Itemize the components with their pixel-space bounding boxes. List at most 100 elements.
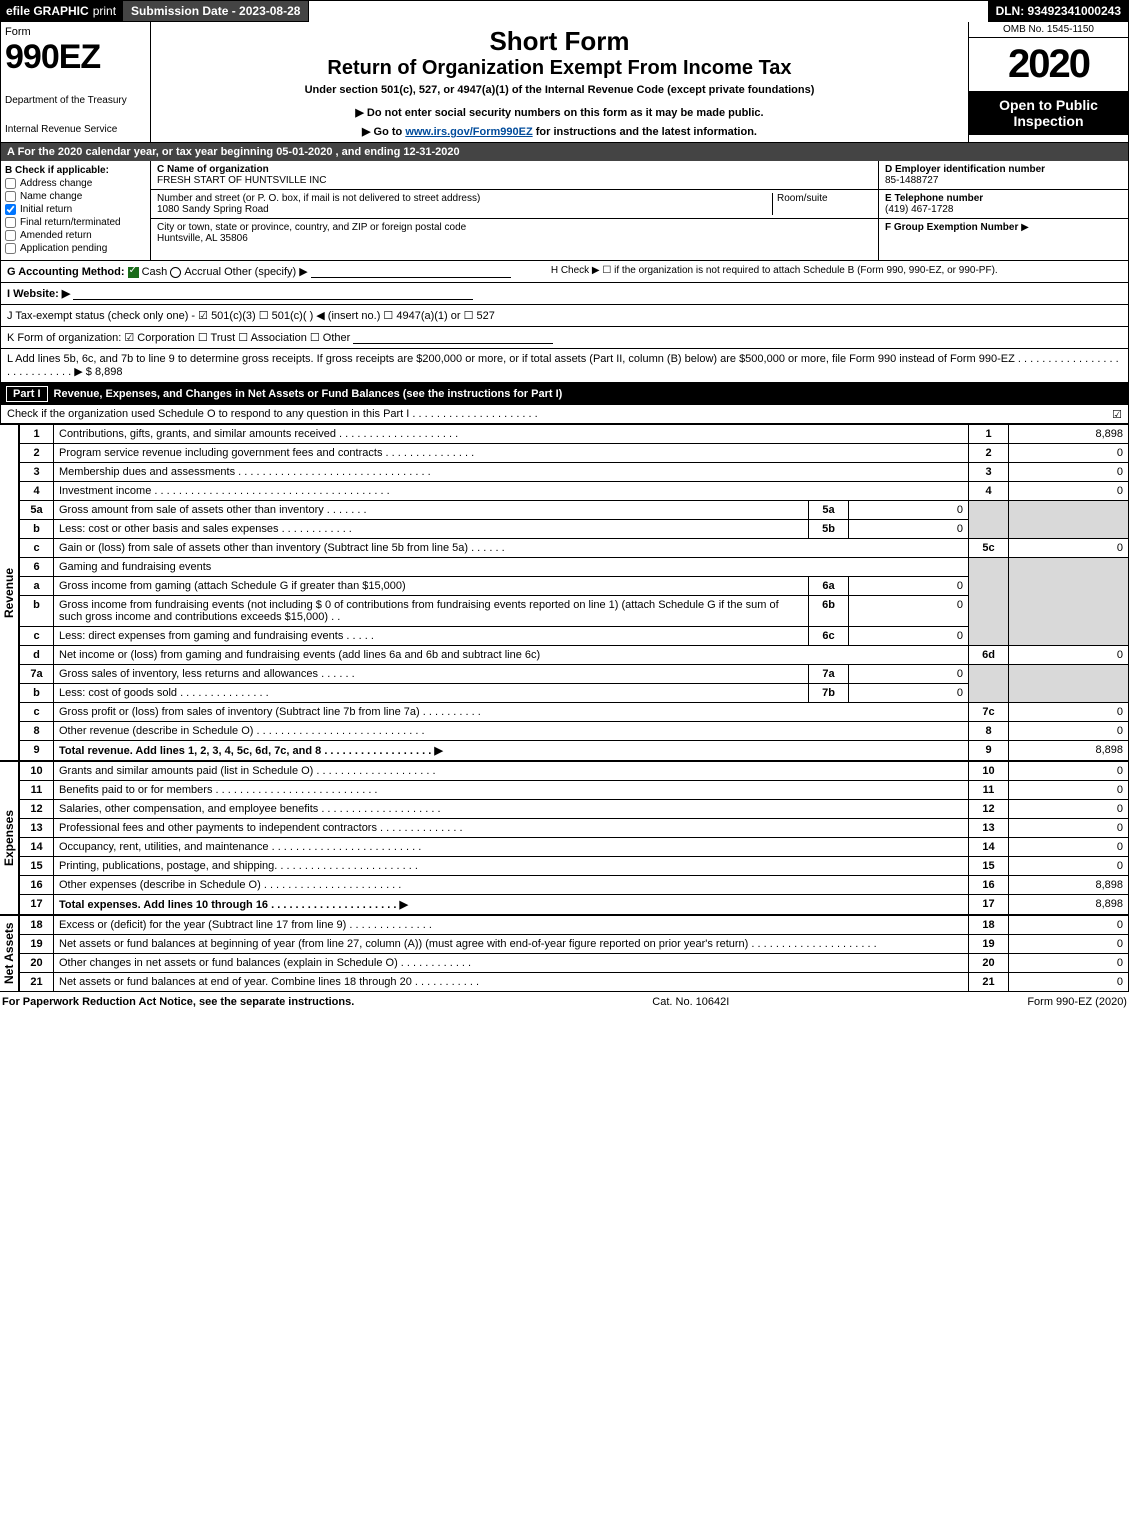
r8-v: 0	[1009, 722, 1129, 741]
r6c-d: Less: direct expenses from gaming and fu…	[54, 627, 809, 646]
r20-d: Other changes in net assets or fund bala…	[54, 954, 969, 973]
r8-ln: 8	[969, 722, 1009, 741]
lbl-pending: Application pending	[20, 243, 107, 254]
r10-v: 0	[1009, 762, 1129, 781]
grp-label: F Group Exemption Number	[885, 222, 1018, 233]
r11-d: Benefits paid to or for members . . . . …	[54, 781, 969, 800]
chk-name[interactable]	[5, 191, 16, 202]
r13-d: Professional fees and other payments to …	[54, 819, 969, 838]
r5c-n: c	[20, 539, 54, 558]
omb-number: OMB No. 1545-1150	[969, 22, 1128, 38]
room-label: Room/suite	[777, 193, 828, 204]
line-k: K Form of organization: ☑ Corporation ☐ …	[0, 327, 1129, 349]
r4-d: Investment income . . . . . . . . . . . …	[54, 482, 969, 501]
print-link[interactable]: print	[93, 4, 116, 18]
r5b-sv: 0	[849, 520, 969, 539]
r9-d: Total revenue. Add lines 1, 2, 3, 4, 5c,…	[54, 741, 969, 761]
r7b-sub: 7b	[809, 684, 849, 703]
chk-pending[interactable]	[5, 243, 16, 254]
part1-title: Revenue, Expenses, and Changes in Net As…	[54, 388, 563, 400]
footer-mid: Cat. No. 10642I	[652, 996, 729, 1008]
r5a-n: 5a	[20, 501, 54, 520]
chk-address[interactable]	[5, 178, 16, 189]
irs-link[interactable]: www.irs.gov/Form990EZ	[405, 126, 532, 138]
r5a-d: Gross amount from sale of assets other t…	[54, 501, 809, 520]
lbl-name: Name change	[20, 191, 82, 202]
r3-d: Membership dues and assessments . . . . …	[54, 463, 969, 482]
efile-badge: efile GRAPHIC print	[0, 0, 122, 22]
irs-label: Internal Revenue Service	[5, 124, 146, 135]
r5a-sub: 5a	[809, 501, 849, 520]
r4-ln: 4	[969, 482, 1009, 501]
g-accrual: Accrual	[184, 266, 221, 278]
r13-n: 13	[20, 819, 54, 838]
footer-left: For Paperwork Reduction Act Notice, see …	[2, 996, 354, 1008]
revenue-vlabel: Revenue	[0, 424, 19, 761]
k-other-blank[interactable]	[353, 332, 553, 344]
r6-d: Gaming and fundraising events	[54, 558, 969, 577]
r15-ln: 15	[969, 857, 1009, 876]
r12-d: Salaries, other compensation, and employ…	[54, 800, 969, 819]
r9-ln: 9	[969, 741, 1009, 761]
part1-check-icon: ☑	[1112, 408, 1122, 421]
r6c-sub: 6c	[809, 627, 849, 646]
chk-initial[interactable]	[5, 204, 16, 215]
box-c: C Name of organization FRESH START OF HU…	[151, 161, 878, 260]
r4-v: 0	[1009, 482, 1129, 501]
r15-v: 0	[1009, 857, 1129, 876]
city: Huntsville, AL 35806	[157, 233, 248, 244]
lbl-initial: Initial return	[20, 204, 72, 215]
r20-ln: 20	[969, 954, 1009, 973]
r11-n: 11	[20, 781, 54, 800]
r12-n: 12	[20, 800, 54, 819]
r20-n: 20	[20, 954, 54, 973]
r6a-d: Gross income from gaming (attach Schedul…	[54, 577, 809, 596]
top-bar: efile GRAPHIC print Submission Date - 20…	[0, 0, 1129, 22]
r5b-d: Less: cost or other basis and sales expe…	[54, 520, 809, 539]
r7c-n: c	[20, 703, 54, 722]
r17-v: 8,898	[1009, 895, 1129, 915]
netassets-table: 18Excess or (deficit) for the year (Subt…	[19, 915, 1129, 992]
r6d-ln: 6d	[969, 646, 1009, 665]
r21-n: 21	[20, 973, 54, 992]
website-blank[interactable]	[73, 288, 473, 300]
form-number: 990EZ	[5, 38, 146, 77]
g-other-blank[interactable]	[311, 266, 511, 278]
r6a-n: a	[20, 577, 54, 596]
r7c-v: 0	[1009, 703, 1129, 722]
city-label: City or town, state or province, country…	[157, 222, 466, 233]
topbar-spacer	[309, 0, 987, 22]
part1-sub-text: Check if the organization used Schedule …	[7, 408, 538, 420]
r5-grey	[969, 501, 1009, 539]
r13-v: 0	[1009, 819, 1129, 838]
r21-v: 0	[1009, 973, 1129, 992]
r7b-d: Less: cost of goods sold . . . . . . . .…	[54, 684, 809, 703]
r5c-ln: 5c	[969, 539, 1009, 558]
addr-label: Number and street (or P. O. box, if mail…	[157, 193, 480, 204]
r6-grey	[969, 558, 1009, 646]
expenses-section: Expenses 10Grants and similar amounts pa…	[0, 761, 1129, 915]
part1-label: Part I	[6, 386, 48, 402]
r19-n: 19	[20, 935, 54, 954]
r19-v: 0	[1009, 935, 1129, 954]
line-i: I Website: ▶	[7, 288, 70, 300]
r14-d: Occupancy, rent, utilities, and maintena…	[54, 838, 969, 857]
header-mid: Short Form Return of Organization Exempt…	[151, 22, 968, 142]
goto-post: for instructions and the latest informat…	[536, 126, 757, 138]
g-label: G Accounting Method:	[7, 266, 125, 278]
row-g-h: G Accounting Method: Cash Accrual Other …	[0, 261, 1129, 283]
chk-final[interactable]	[5, 217, 16, 228]
r7a-d: Gross sales of inventory, less returns a…	[54, 665, 809, 684]
addr: 1080 Sandy Spring Road	[157, 204, 269, 215]
r16-ln: 16	[969, 876, 1009, 895]
g-cash: Cash	[142, 266, 168, 278]
g-other: Other (specify) ▶	[224, 266, 308, 278]
tel: (419) 467-1728	[885, 204, 953, 215]
lbl-address: Address change	[20, 178, 92, 189]
r17-n: 17	[20, 895, 54, 915]
r16-v: 8,898	[1009, 876, 1129, 895]
r7-grey	[969, 665, 1009, 703]
header-left: Form 990EZ Department of the Treasury In…	[1, 22, 151, 142]
r5b-sub: 5b	[809, 520, 849, 539]
chk-amended[interactable]	[5, 230, 16, 241]
